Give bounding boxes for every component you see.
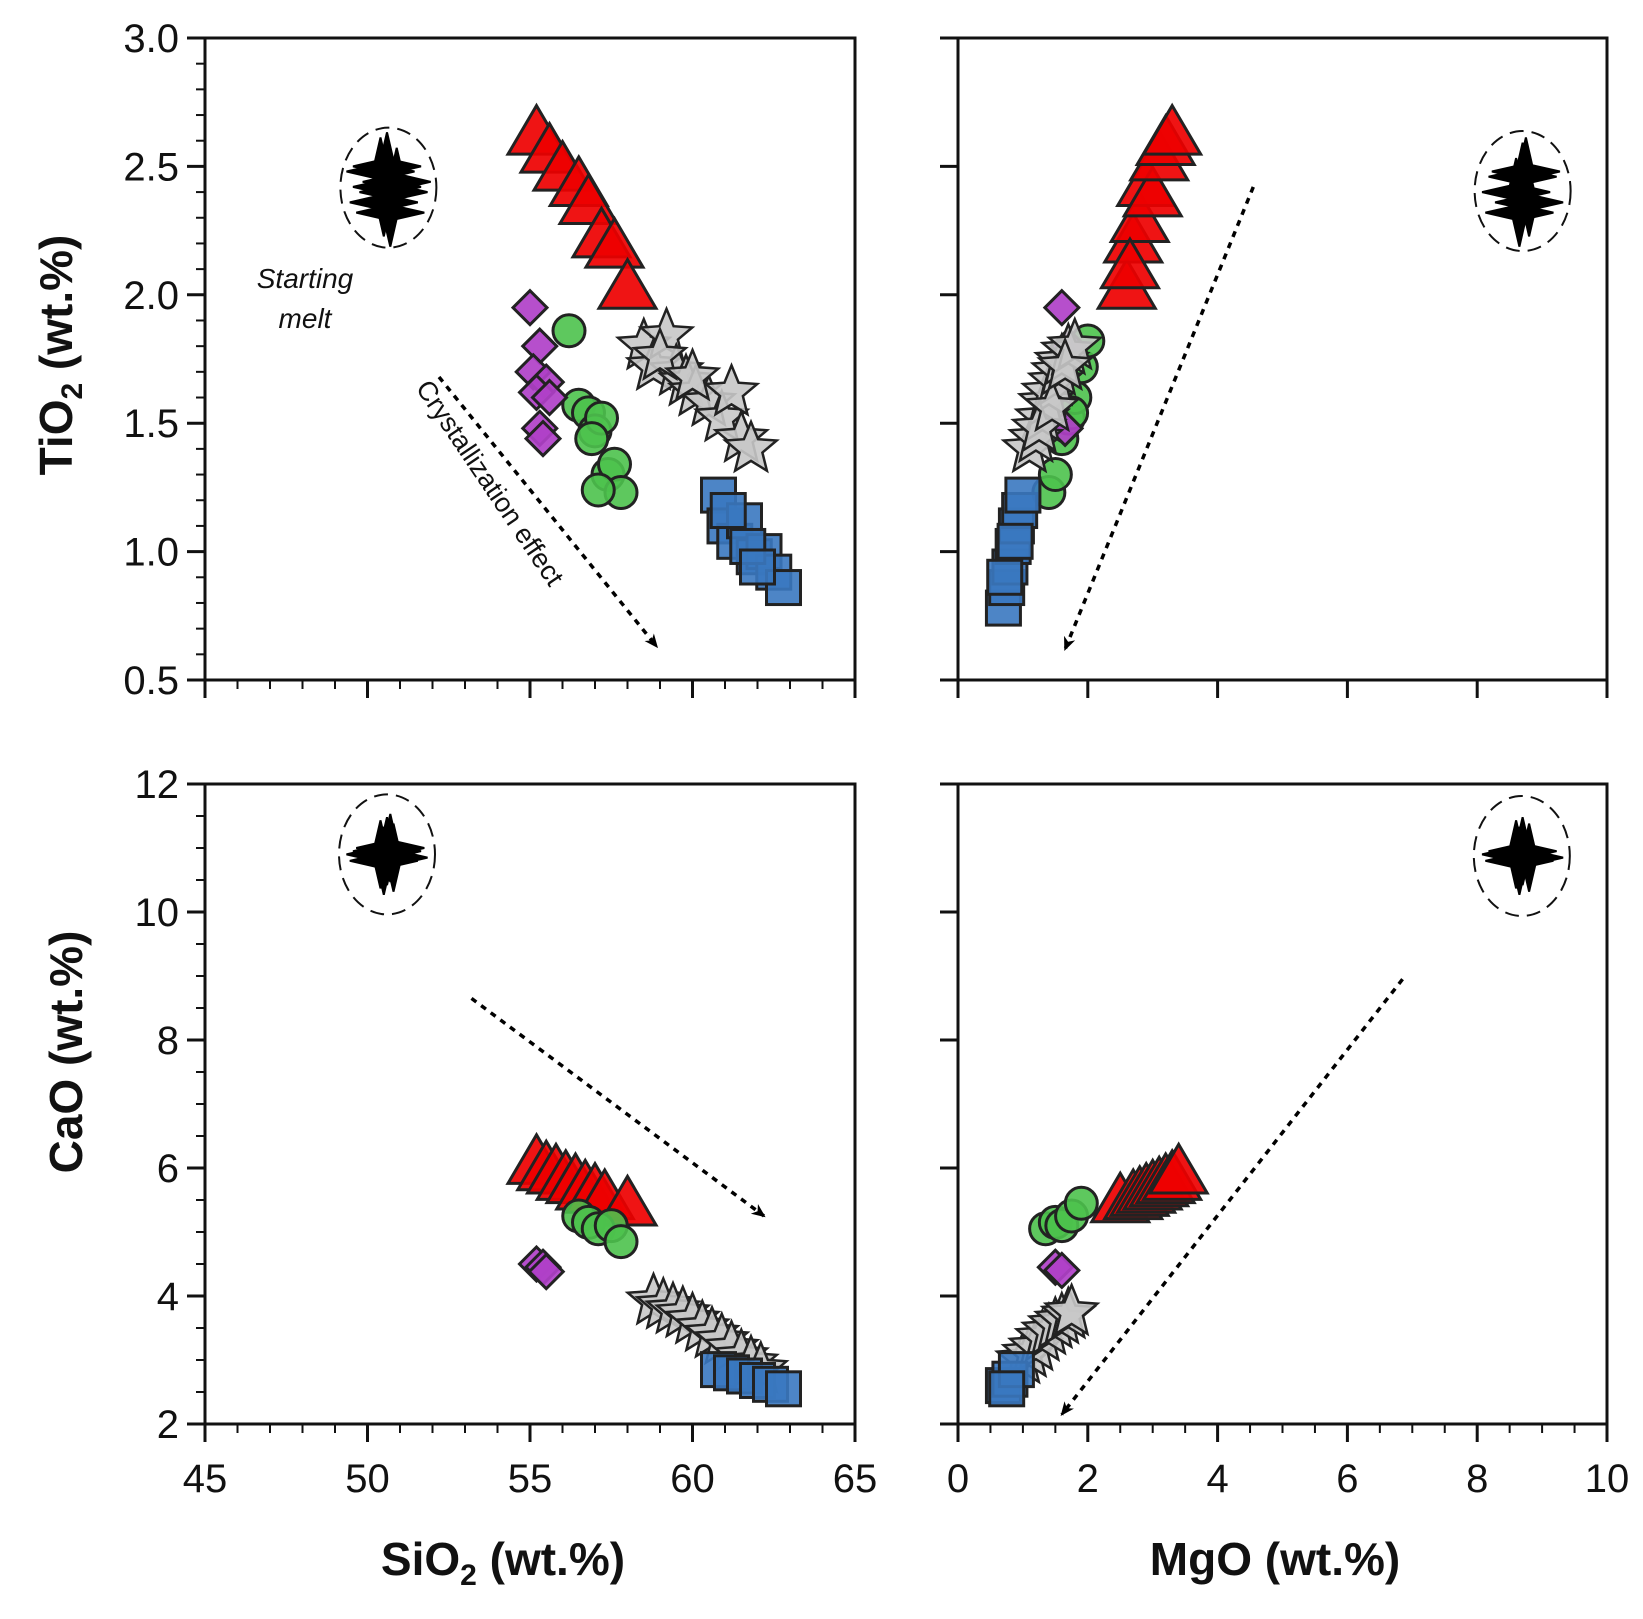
plot-frame — [956, 36, 1609, 682]
panel-cao_vs_sio2: 45 50 55 60 65 2 4 6 8 10 12 — [135, 763, 878, 1501]
starting-point — [352, 132, 422, 201]
x-tick-label: 4 — [1206, 1457, 1228, 1501]
x-tick-label: 2 — [1077, 1457, 1099, 1501]
starting-point — [356, 813, 425, 883]
triangle-point — [1147, 1141, 1210, 1195]
starting-melt-outline — [1472, 795, 1571, 917]
square-point — [1004, 476, 1042, 514]
circle-point — [1037, 457, 1073, 493]
star-point — [1023, 377, 1081, 433]
square-point — [765, 1370, 802, 1408]
x-tick-label: 55 — [508, 1457, 553, 1501]
y-tick-label: 12 — [135, 763, 180, 807]
y-tick-label: 6 — [157, 1147, 179, 1191]
starting-point — [356, 178, 425, 247]
circle-point — [574, 421, 610, 457]
square-point — [709, 492, 747, 530]
square-point — [739, 548, 776, 586]
square-point — [986, 558, 1024, 596]
starting-point — [349, 826, 419, 896]
triangle-point — [1098, 236, 1162, 290]
square-point — [996, 522, 1034, 560]
diamond-point — [1042, 1251, 1081, 1290]
crystallization-arrow — [470, 996, 766, 1218]
y-tick-label: 1.0 — [123, 531, 179, 575]
starting-melt-label: melt — [279, 303, 333, 334]
y-tick-label: 10 — [135, 891, 180, 935]
circle-point — [603, 1224, 639, 1260]
diamond-point — [1042, 288, 1081, 327]
y-axis-title-tio2: TiO2 (wt.%) — [30, 235, 89, 476]
star-point — [722, 418, 780, 474]
triangle-point — [583, 215, 646, 269]
y-tick-label: 8 — [157, 1019, 179, 1063]
triangle-point — [596, 256, 659, 310]
x-tick-label: 60 — [670, 1457, 715, 1501]
x-axis-title-mgo: MgO (wt.%) — [1150, 1533, 1400, 1585]
x-tick-label: 50 — [345, 1457, 390, 1501]
y-tick-label: 4 — [157, 1275, 179, 1319]
y-tick-label: 2 — [157, 1403, 179, 1447]
diamond-point — [520, 327, 559, 366]
circle-point — [551, 313, 587, 349]
panel-tio2_vs_sio2: 0.5 1.0 1.5 2.0 2.5 3.0 — [123, 17, 857, 703]
diamond-point — [527, 1252, 566, 1291]
star-point — [1042, 1281, 1101, 1337]
starting-point — [1485, 178, 1554, 247]
panel-cao_vs_mgo: 0 2 4 6 8 10 — [940, 782, 1630, 1501]
circle-point — [580, 472, 616, 508]
star-point — [702, 362, 761, 417]
circle-point — [1063, 1185, 1099, 1221]
x-tick-label: 10 — [1585, 1457, 1630, 1501]
triangle-point — [1141, 102, 1204, 156]
x-tick-label: 65 — [833, 1457, 878, 1501]
starting-point — [1485, 826, 1554, 896]
x-tick-label: 0 — [947, 1457, 969, 1501]
y-tick-label: 2.0 — [123, 274, 179, 318]
y-tick-label: 3.0 — [123, 17, 179, 61]
diamond-point — [510, 288, 550, 327]
starting-melt-outline — [338, 793, 436, 916]
starting-point — [1491, 137, 1561, 206]
x-tick-label: 8 — [1466, 1457, 1488, 1501]
starting-melt-label: Starting — [257, 263, 354, 294]
crystallization-arrow — [1060, 978, 1404, 1416]
x-tick-label: 45 — [183, 1457, 228, 1501]
diamond-point — [523, 419, 563, 458]
y-tick-label: 2.5 — [123, 145, 179, 189]
panel-tio2_vs_mgo — [940, 36, 1609, 698]
triangle-point — [1121, 164, 1184, 218]
star-point — [663, 346, 722, 402]
starting-melt-outline — [1473, 130, 1572, 253]
star-point — [1036, 336, 1094, 392]
crystallization-arrow — [437, 375, 659, 649]
starting-melt-outline — [339, 126, 438, 249]
diamond-point — [530, 378, 569, 417]
plot-frame — [203, 782, 857, 1426]
square-point — [988, 1370, 1026, 1408]
x-axis-title-sio2: SiO2 (wt.%) — [381, 1533, 625, 1592]
y-tick-label: 0.5 — [123, 659, 179, 703]
x-tick-label: 6 — [1336, 1457, 1358, 1501]
starting-point — [1494, 168, 1564, 237]
y-tick-label: 1.5 — [123, 402, 179, 446]
star-point — [631, 326, 689, 381]
y-axis-title-cao: CaO (wt.%) — [40, 931, 92, 1174]
